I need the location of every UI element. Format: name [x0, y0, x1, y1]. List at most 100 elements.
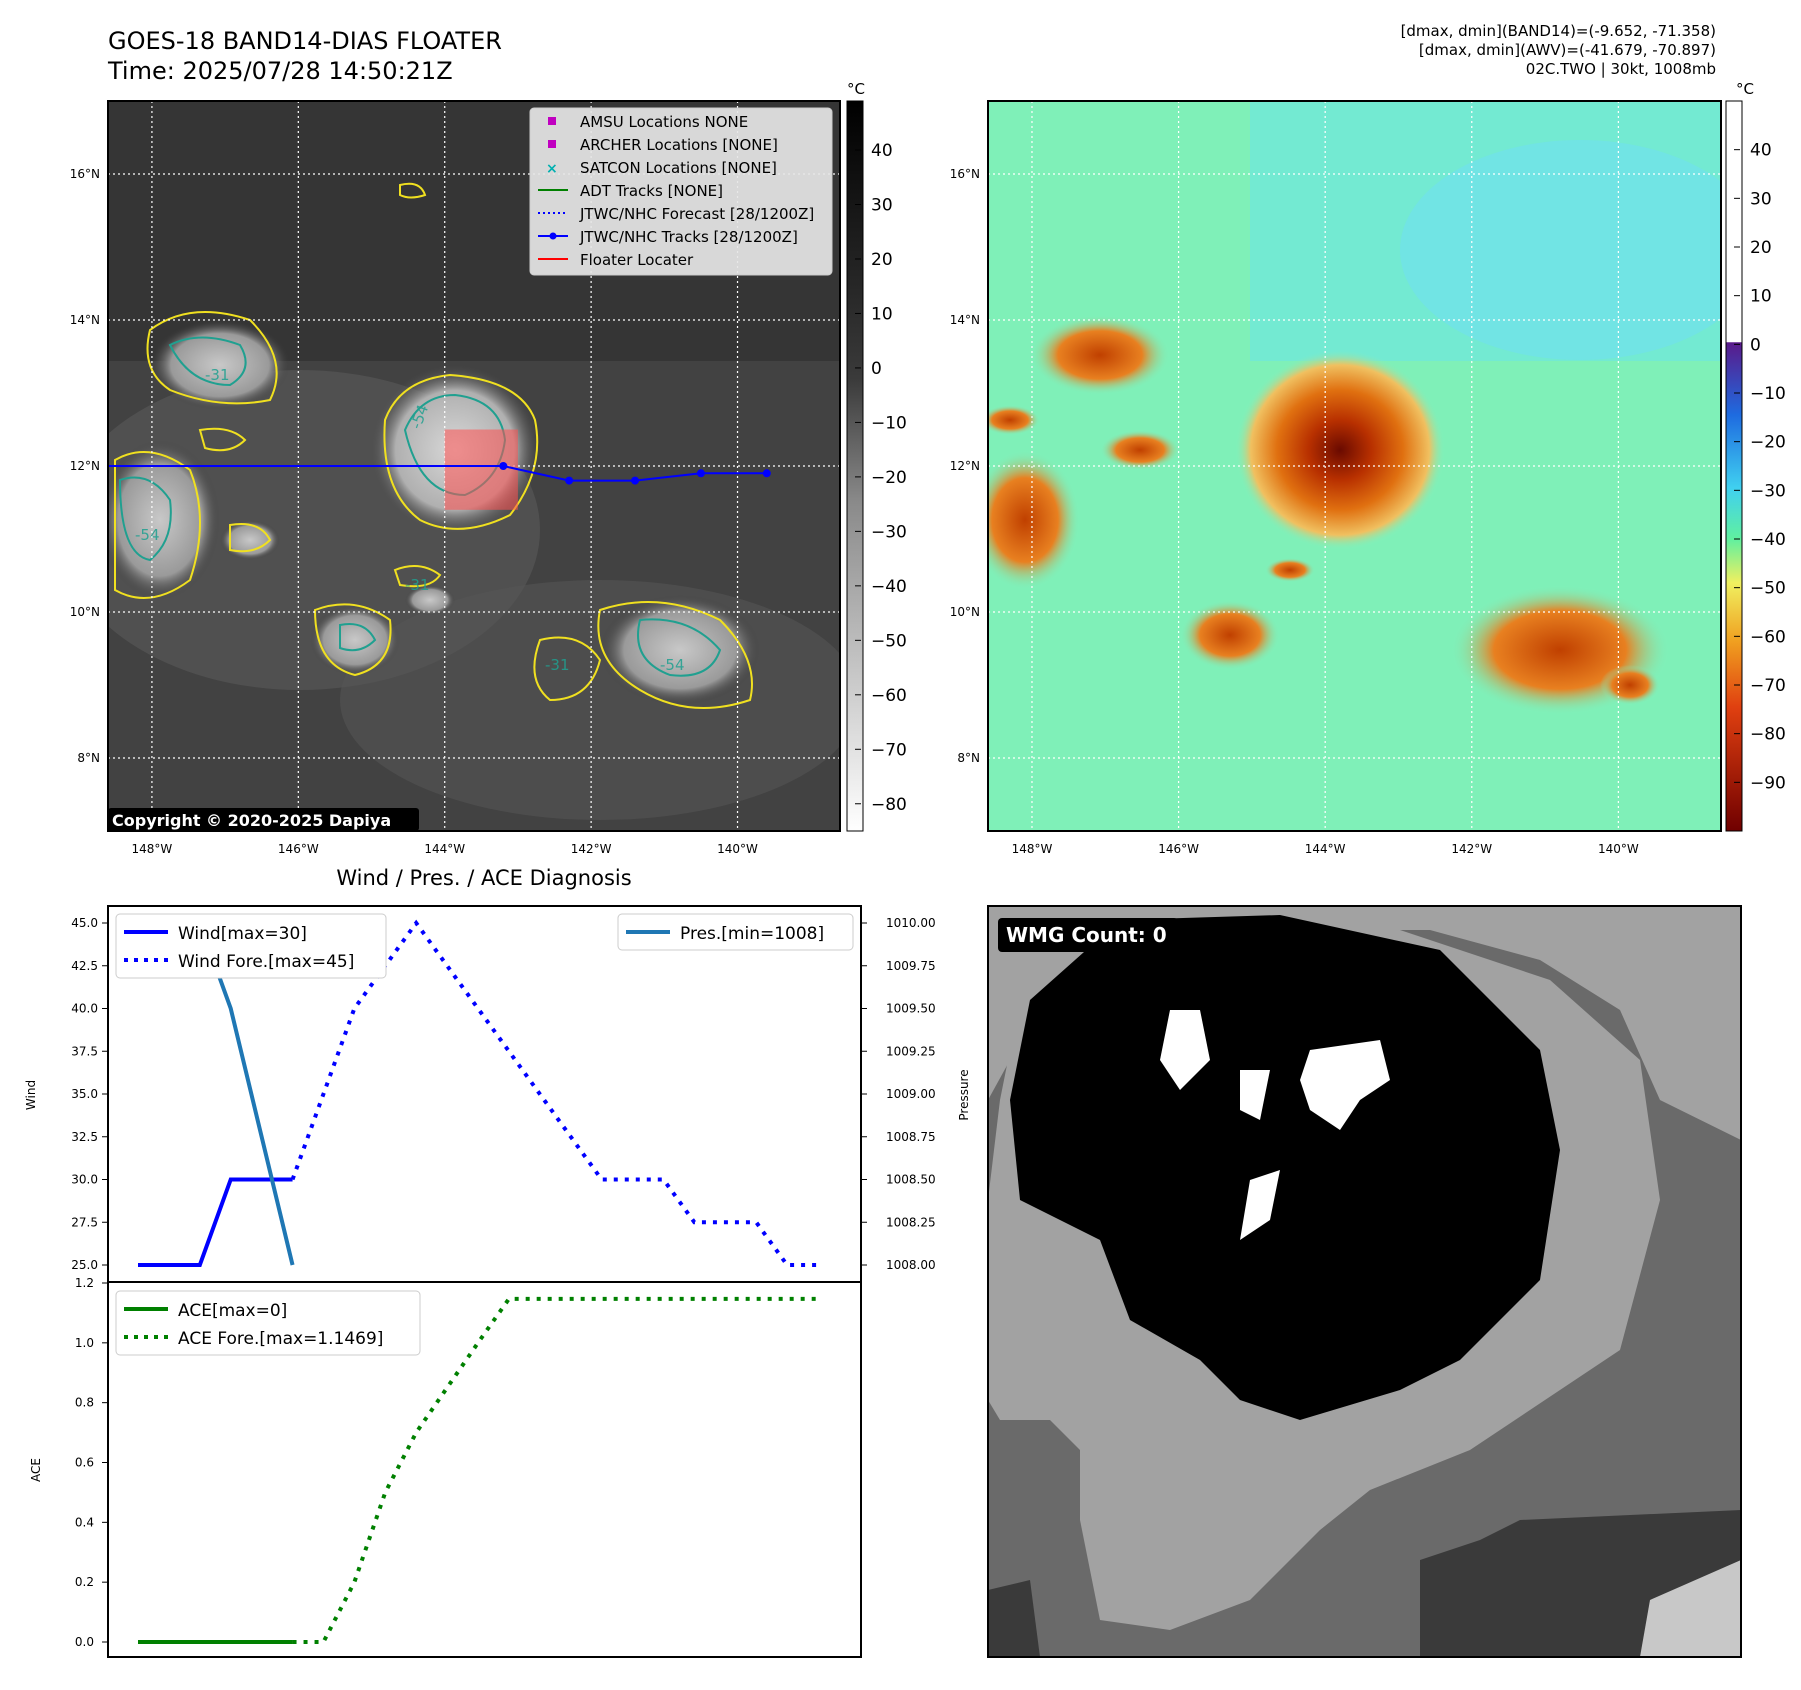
contour-label-2: -31: [205, 366, 230, 384]
track-point: [631, 476, 640, 485]
contour-label-5: -31: [545, 656, 570, 674]
colorbar-tick-label: 0: [871, 359, 882, 379]
colorbar-tick-label: −10: [871, 413, 907, 433]
left-colorbar-ticks: 40 30 20 10 0 −10 −20 −30 −40 −50 −60 −70 −80: [855, 141, 907, 815]
copyright-text: Copyright © 2020-2025 Dapiya: [112, 811, 391, 830]
ace-forecast-series-line: [292, 1296, 818, 1644]
legend-forecast: JTWC/NHC Forecast [28/1200Z]: [579, 205, 814, 223]
map-axis-labels: 16°N 14°N 12°N 10°N 8°N 148°W 146°W 144°W 142°W 1…: [70, 167, 1639, 856]
colorbar-tick-label: −30: [1750, 481, 1786, 501]
lat-tick-label: 14°N: [70, 313, 100, 327]
wind-ytick-label: 40.0: [71, 1002, 98, 1016]
ace-ytick-label: 0.8: [75, 1396, 94, 1410]
lon-tick-label: 142°W: [1451, 842, 1492, 856]
pressure-ytick-label: 1010.00: [886, 916, 936, 930]
colorbar-tick-label: 10: [1750, 287, 1772, 307]
wind-ytick-label: 35.0: [71, 1087, 98, 1101]
colorbar-tick-label: −40: [871, 577, 907, 597]
storm-summary: 02C.TWO | 30kt, 1008mb: [1525, 60, 1716, 78]
wind-ytick-label: 37.5: [71, 1044, 98, 1058]
track-point: [565, 476, 574, 485]
pressure-legend-label: Pres.[min=1008]: [680, 924, 824, 944]
colorbar-tick-label: −20: [1750, 433, 1786, 453]
amsu-marker-icon: [548, 117, 556, 125]
wind-ytick-label: 32.5: [71, 1130, 98, 1144]
right-colorbar-unit: °C: [1736, 80, 1754, 98]
lon-tick-label: 144°W: [424, 842, 465, 856]
colorbar-tick-label: −50: [1750, 579, 1786, 599]
ace-ytick-label: 0.6: [75, 1456, 94, 1470]
wind-ytick-label: 25.0: [71, 1258, 98, 1272]
wind-legend-fore: Wind Fore.[max=45]: [178, 952, 354, 972]
awv-imagery: [988, 101, 1721, 831]
lat-tick-label: 16°N: [950, 167, 980, 181]
colorbar-tick-label: 30: [871, 196, 893, 216]
wind-ytick-label: 45.0: [71, 916, 98, 930]
lon-tick-label: 148°W: [132, 842, 173, 856]
colorbar-tick-label: −20: [871, 468, 907, 488]
legend-archer: ARCHER Locations [NONE]: [580, 136, 778, 154]
left-colorbar: [846, 100, 864, 832]
pressure-ytick-label: 1008.00: [886, 1258, 936, 1272]
track-point: [499, 462, 508, 470]
wind-series-line: [138, 1177, 293, 1267]
pressure-ytick-label: 1009.25: [886, 1044, 936, 1058]
pressure-ytick-label: 1009.75: [886, 959, 936, 973]
colorbar-tick-label: −60: [871, 686, 907, 706]
ace-ytick-label: 0.2: [75, 1575, 94, 1589]
track-point: [762, 469, 771, 478]
jtwc-track-line: [108, 465, 767, 482]
colorbar-tick-label: 30: [1750, 189, 1772, 209]
colorbar-tick-label: −70: [1750, 676, 1786, 696]
track-point: [696, 469, 705, 478]
wind-ytick-label: 27.5: [71, 1215, 98, 1229]
pressure-ytick-label: 1008.75: [886, 1130, 936, 1144]
legend-amsu: AMSU Locations NONE: [580, 113, 748, 131]
ace-ylabel: ACE: [29, 1458, 43, 1482]
dmax-info: [dmax, dmin](BAND14)=(-9.652, -71.358) […: [1401, 22, 1716, 79]
colorbar-tick-label: 20: [871, 250, 893, 270]
colorbar-tick-label: 20: [1750, 238, 1772, 258]
legend-tracks: JTWC/NHC Tracks [28/1200Z]: [579, 228, 798, 246]
colorbar-tick-label: 0: [1750, 335, 1761, 355]
right-map-grid: [988, 101, 1721, 831]
wind-ylabel: Wind: [24, 1080, 38, 1110]
diagnosis-title: Wind / Pres. / ACE Diagnosis: [336, 866, 631, 890]
wind-chart: 45.0 42.5 40.0 37.5 35.0 32.5 30.0 27.5 25.0 1010…: [71, 916, 935, 1272]
colorbar-tick-label: −80: [1750, 725, 1786, 745]
left-map-legend: AMSU Locations NONE ARCHER Locations [NO…: [529, 107, 833, 276]
lat-tick-label: 10°N: [70, 605, 100, 619]
dmax-awv: [dmax, dmin](AWV)=(-41.679, -70.897): [1418, 41, 1716, 59]
pressure-ylabel: Pressure: [957, 1069, 971, 1120]
lon-tick-label: 140°W: [717, 842, 758, 856]
ace-legend: ACE[max=0] ACE Fore.[max=1.1469]: [115, 1290, 421, 1356]
legend-floater: Floater Locater: [580, 251, 694, 269]
satcon-marker-icon: ×: [546, 161, 558, 177]
pressure-ytick-label: 1009.00: [886, 1087, 936, 1101]
contour-label-6: -54: [660, 656, 685, 674]
right-colorbar: [1725, 100, 1743, 832]
lat-tick-label: 8°N: [957, 751, 980, 765]
figure-title: GOES-18 BAND14-DIAS FLOATER Time: 2025/0…: [108, 26, 502, 86]
lat-tick-label: 16°N: [70, 167, 100, 181]
archer-marker-icon: [548, 140, 556, 148]
lat-tick-label: 8°N: [77, 751, 100, 765]
lon-tick-label: 146°W: [1158, 842, 1199, 856]
right-colorbar-ticks: 40 30 20 10 0 −10 −20 −30 −40 −50 −60 −70 −80 −90: [1734, 141, 1786, 793]
colorbar-tick-label: −70: [871, 740, 907, 760]
wind-ytick-label: 30.0: [71, 1173, 98, 1187]
title-line-2: Time: 2025/07/28 14:50:21Z: [108, 57, 453, 85]
left-colorbar-unit: °C: [847, 80, 865, 98]
lon-tick-label: 142°W: [571, 842, 612, 856]
wind-legend: Wind[max=30] Wind Fore.[max=45]: [115, 913, 387, 979]
colorbar-tick-label: −10: [1750, 384, 1786, 404]
lon-tick-label: 146°W: [278, 842, 319, 856]
ace-chart: 1.2 1.0 0.8 0.6 0.4 0.2 0.0: [75, 1276, 818, 1649]
colorbar-tick-label: 40: [871, 141, 893, 161]
ace-ytick-label: 0.4: [75, 1515, 94, 1529]
left-map-frame: [107, 100, 841, 832]
wind-ytick-label: 42.5: [71, 959, 98, 973]
colorbar-tick-label: −40: [1750, 530, 1786, 550]
track-dot-icon: [549, 232, 557, 240]
